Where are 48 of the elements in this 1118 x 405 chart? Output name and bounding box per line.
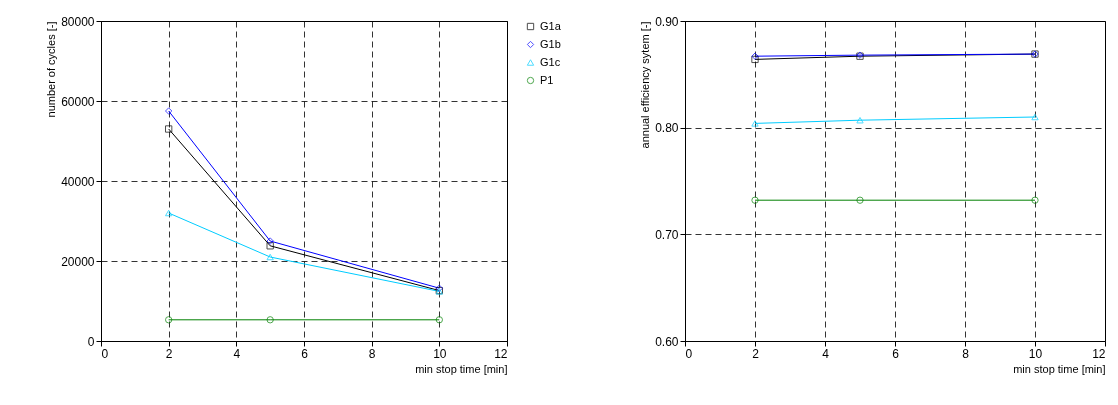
y-tick-label: 0.70 (655, 227, 679, 242)
point (1031, 113, 1039, 121)
point (751, 55, 759, 64)
y-tick-label: 0.90 (655, 14, 679, 29)
y-tick-label: 80000 (61, 14, 95, 29)
y-axis-title: number of cycles [-] (45, 21, 58, 118)
x-axis-title: min stop time [min] (415, 362, 508, 375)
x-tick-label: 12 (494, 346, 508, 361)
x-tick-label: 10 (1028, 346, 1043, 361)
legend-label: G1c (540, 55, 561, 68)
point (266, 242, 274, 250)
y-tick-label: 40000 (61, 174, 95, 189)
point (266, 253, 274, 261)
point (165, 125, 173, 133)
y-tick-label: 60000 (61, 94, 95, 109)
x-tick-label: 2 (752, 346, 760, 361)
point (165, 107, 173, 115)
point (165, 316, 173, 324)
point (856, 116, 864, 124)
point (751, 120, 759, 127)
x-tick-label: 6 (892, 346, 900, 361)
x-tick-label: 8 (368, 346, 376, 361)
x-tick-label: 4 (822, 346, 830, 361)
legend-label: G1a (540, 19, 562, 32)
point (751, 52, 759, 60)
legend-label: P1 (540, 73, 554, 86)
y-tick-label: 0 (87, 334, 95, 349)
y-tick-label: 0.80 (655, 121, 679, 136)
y-tick-label: 0.60 (655, 334, 679, 349)
x-tick-label: 12 (1092, 346, 1106, 361)
x-tick-label: 0 (685, 346, 693, 361)
x-tick-label: 8 (962, 346, 970, 361)
point (266, 316, 274, 324)
x-tick-label: 2 (165, 346, 173, 361)
y-axis-title: annual efficiency sytem [-] (639, 21, 652, 149)
y-tick-label: 20000 (61, 254, 95, 269)
x-tick-label: 10 (433, 346, 447, 361)
x-axis-title: min stop time [min] (1013, 362, 1106, 375)
point (856, 196, 864, 204)
legend-label: G1b (540, 37, 561, 50)
point (266, 237, 274, 245)
x-tick-label: 4 (233, 346, 241, 361)
point (751, 196, 759, 204)
point (165, 209, 173, 217)
x-tick-label: 6 (301, 346, 309, 361)
x-tick-label: 0 (101, 346, 109, 361)
point (435, 316, 443, 324)
point (1031, 196, 1039, 204)
